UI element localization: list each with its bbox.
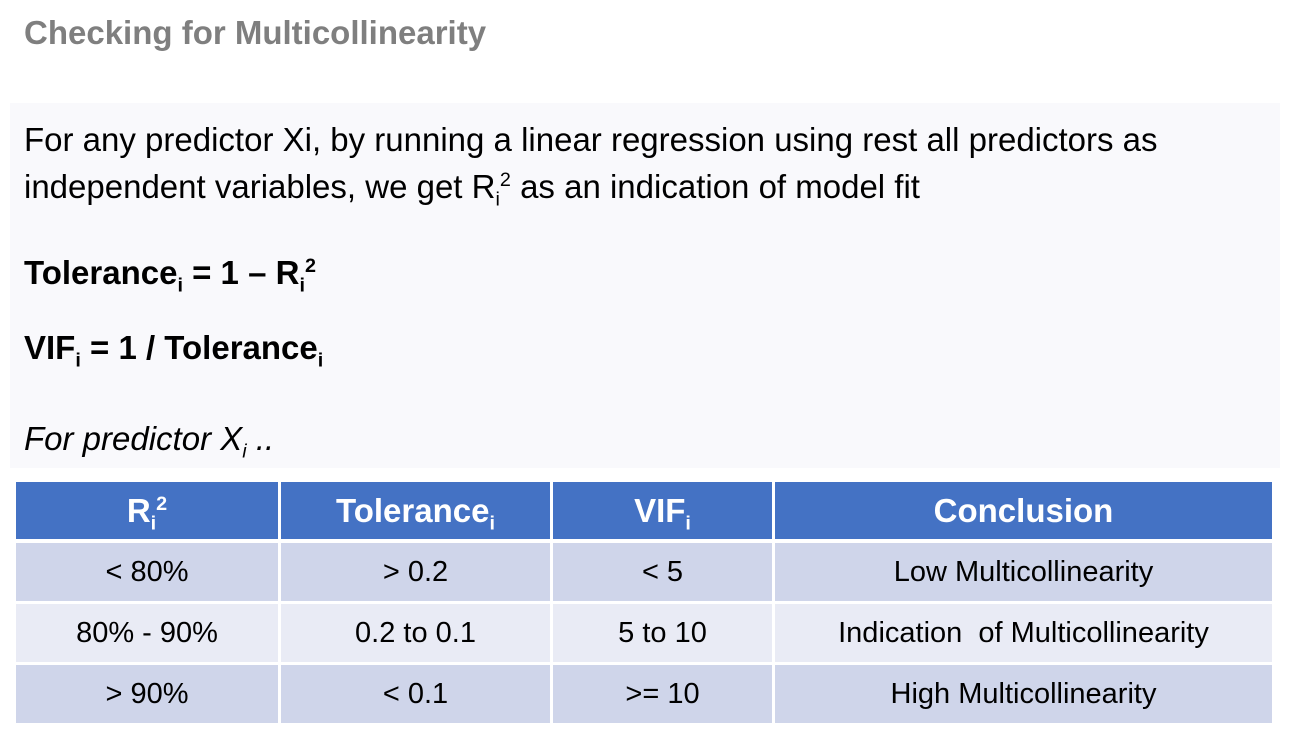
header-r-superscript: 2 — [156, 492, 168, 515]
tolerance-r-superscript: 2 — [304, 255, 316, 277]
cell-tolerance: 0.2 to 0.1 — [279, 602, 553, 665]
predictor-note-suffix: .. — [246, 420, 275, 457]
predictor-note-text: For predictor X — [24, 420, 243, 457]
cell-vif: >= 10 — [551, 663, 775, 726]
header-tolerance: Tolerancei — [279, 482, 553, 543]
header-vif-subscript: i — [685, 512, 691, 535]
header-tolerance-label: Tolerance — [336, 491, 490, 529]
slide-title: Checking for Multicollinearity — [24, 14, 487, 51]
tolerance-formula: Tolerancei = 1 – Ri2 — [24, 254, 316, 295]
vif-lhs-subscript: i — [75, 349, 81, 372]
intro-r-superscript: 2 — [499, 169, 511, 191]
header-r-squared: Ri2 — [16, 482, 281, 543]
header-tolerance-subscript: i — [489, 512, 495, 535]
tolerance-r-subscript: i — [299, 274, 305, 297]
cell-vif: < 5 — [551, 541, 775, 604]
cell-vif: 5 to 10 — [551, 602, 775, 665]
header-r-subscript: i — [150, 512, 157, 535]
intro-paragraph: For any predictor Xi, by running a linea… — [24, 116, 1284, 210]
predictor-note-subscript: i — [242, 440, 247, 463]
table-row: < 80% > 0.2 < 5 Low Multicollinearity — [16, 541, 1272, 604]
cell-conclusion: High Multicollinearity — [773, 663, 1272, 726]
multicollinearity-table: Ri2 Tolerancei VIFi Conclusion < 80% > 0… — [16, 482, 1272, 726]
vif-formula: VIFi = 1 / Tolerancei — [24, 329, 323, 370]
predictor-note: For predictor Xi .. — [24, 420, 275, 461]
cell-conclusion: Indication of Multicollinearity — [773, 602, 1272, 665]
header-r-label: R — [126, 491, 151, 529]
header-vif: VIFi — [551, 482, 775, 543]
cell-r-squared: < 80% — [16, 541, 281, 604]
cell-tolerance: > 0.2 — [279, 541, 553, 604]
header-vif-label: VIF — [634, 491, 686, 529]
table-row: > 90% < 0.1 >= 10 High Multicollinearity — [16, 663, 1272, 726]
tolerance-lhs-subscript: i — [177, 274, 183, 297]
vif-rhs-subscript: i — [317, 349, 324, 372]
header-conclusion: Conclusion — [773, 482, 1272, 543]
cell-tolerance: < 0.1 — [279, 663, 553, 726]
table-row: 80% - 90% 0.2 to 0.1 5 to 10 Indication … — [16, 602, 1272, 665]
intro-r-subscript: i — [495, 188, 500, 211]
table-header-row: Ri2 Tolerancei VIFi Conclusion — [16, 482, 1272, 543]
cell-conclusion: Low Multicollinearity — [773, 541, 1272, 604]
vif-equation: = 1 / Tolerance — [80, 329, 318, 366]
tolerance-lhs: Tolerance — [24, 254, 178, 291]
tolerance-equation: = 1 – R — [182, 254, 300, 291]
intro-text-start: For any predictor Xi, by running a linea… — [24, 121, 1158, 205]
cell-r-squared: > 90% — [16, 663, 281, 726]
cell-r-squared: 80% - 90% — [16, 602, 281, 665]
content-panel — [10, 103, 1280, 468]
intro-text-end: as an indication of model fit — [510, 168, 920, 205]
vif-lhs: VIF — [24, 329, 76, 366]
